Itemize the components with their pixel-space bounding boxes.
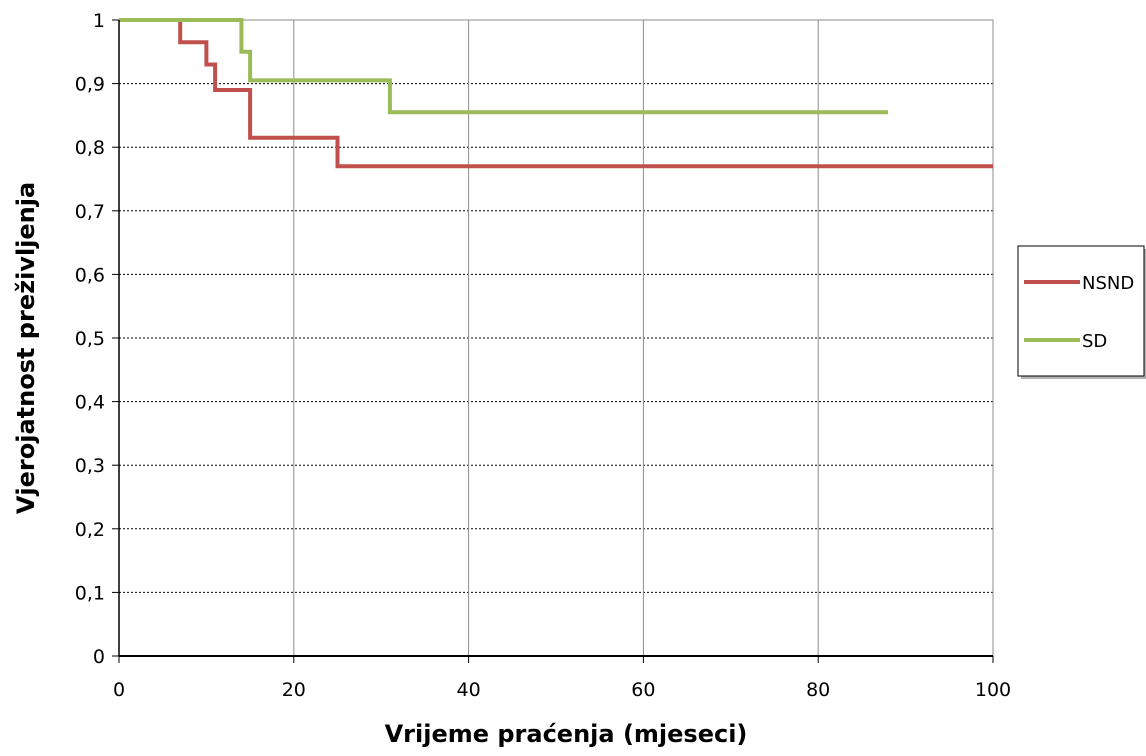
x-tick-label: 40 <box>457 679 481 701</box>
axes-layer: 0 0,1 0,2 0,3 0,4 0,5 0,6 0,7 0,8 0,9 1 0 20 40 60 80 10… <box>12 10 1011 748</box>
legend-box <box>1017 245 1145 377</box>
grid-layer <box>118 19 994 657</box>
x-axis-title: Vrijeme praćenja (mjeseci) <box>385 720 748 748</box>
x-tick-label: 60 <box>631 679 655 701</box>
series-layer <box>119 18 993 169</box>
legend-label-nsnd: NSND <box>1082 273 1134 294</box>
y-tick-label: 0,3 <box>75 455 105 477</box>
series-line-sd <box>119 18 889 115</box>
y-tick-label: 0,5 <box>75 328 105 350</box>
y-tick-label: 0,2 <box>75 519 105 541</box>
y-tick-label: 0,8 <box>75 137 105 159</box>
y-tick-label: 1 <box>93 10 105 32</box>
series-line-nsnd <box>119 18 993 169</box>
legend-label-sd: SD <box>1082 331 1107 352</box>
x-tick-label: 80 <box>806 679 830 701</box>
y-axis-title: Vjerojatnost preživljenja <box>12 182 40 514</box>
y-tick-label: 0,7 <box>75 201 105 223</box>
y-tick-label: 0,1 <box>75 582 105 604</box>
y-tick-label: 0,4 <box>75 392 105 414</box>
x-tick-label: 100 <box>975 679 1011 701</box>
y-tick-label: 0 <box>93 646 105 668</box>
y-tick-label: 0,9 <box>75 74 105 96</box>
legend: NSND SD <box>1017 245 1146 379</box>
y-tick-label: 0,6 <box>75 264 105 286</box>
x-tick-label: 0 <box>113 679 125 701</box>
x-tick-label: 20 <box>282 679 306 701</box>
